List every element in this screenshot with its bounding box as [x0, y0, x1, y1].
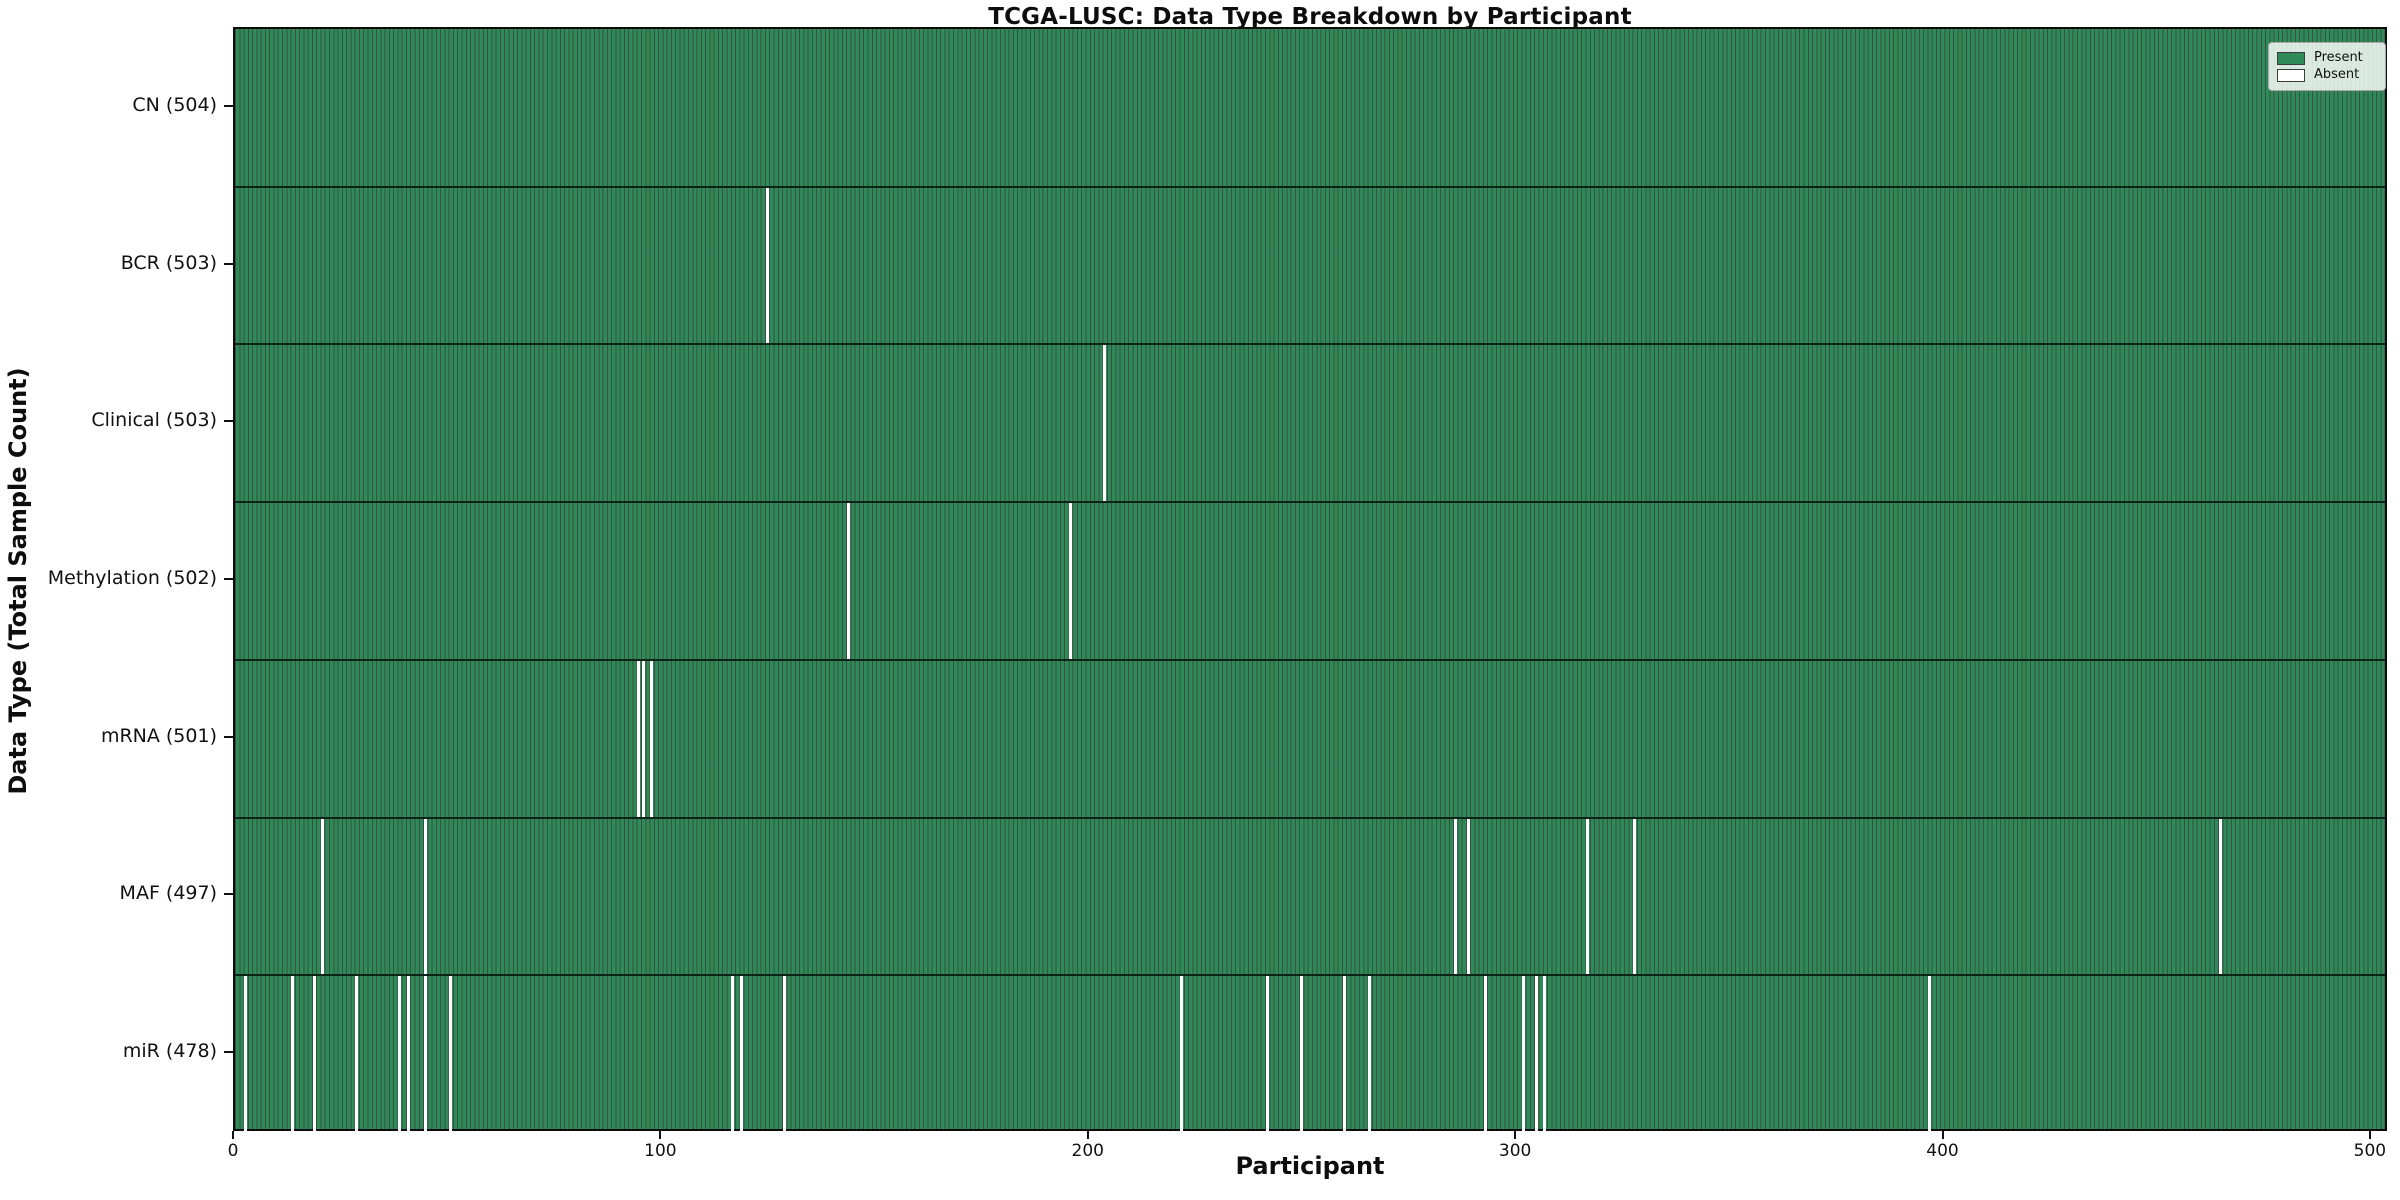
absent-gap-miR-221	[1180, 976, 1184, 1132]
x-tick	[1514, 1131, 1517, 1139]
row-separator	[235, 658, 2385, 661]
y-tick	[224, 893, 233, 896]
absent-gap-MAF-44	[423, 818, 427, 975]
x-tick	[2368, 1131, 2371, 1139]
row-separator	[235, 343, 2385, 346]
absent-gap-Clinical-203	[1103, 345, 1107, 502]
x-tick	[659, 1131, 662, 1139]
absent-gap-miR-118	[740, 976, 743, 1132]
absent-gap-Methylation-195	[1069, 503, 1073, 659]
y-tick	[224, 420, 233, 423]
y-tick-label-CN: CN (504)	[132, 93, 217, 116]
absent-gap-miR-128	[782, 976, 786, 1132]
absent-gap-miR-249	[1299, 976, 1303, 1132]
present-swatch-icon	[2277, 51, 2305, 65]
legend: Present Absent	[2268, 42, 2386, 91]
y-tick-label-Clinical: Clinical (503)	[91, 409, 217, 432]
absent-gap-mRNA-94	[637, 660, 641, 817]
absent-gap-MAF-285	[1453, 818, 1457, 975]
absent-gap-miR-265	[1368, 976, 1372, 1132]
y-tick-label-miR: miR (478)	[122, 1040, 217, 1063]
absent-gap-miR-44	[423, 976, 427, 1132]
x-tick	[232, 1131, 234, 1139]
x-tick-label-200: 200	[1071, 1141, 1104, 1161]
absent-gap-mRNA-97	[650, 660, 654, 817]
y-tick	[224, 1051, 233, 1054]
absent-gap-BCR-124	[765, 187, 769, 344]
absent-gap-miR-304	[1534, 976, 1538, 1132]
row-separator	[235, 974, 2385, 977]
absent-gap-miR-28	[355, 976, 359, 1132]
absent-gap-MAF-464	[2218, 818, 2222, 975]
legend-item-absent: Absent	[2277, 68, 2377, 82]
absent-gap-miR-40	[406, 976, 410, 1132]
y-tick	[224, 104, 233, 107]
x-tick-label-500: 500	[2353, 1141, 2387, 1161]
absent-gap-miR-116	[731, 976, 735, 1132]
x-tick-label-300: 300	[1498, 1141, 1532, 1161]
y-tick-label-MAF: MAF (497)	[119, 882, 217, 905]
absent-gap-miR-13	[291, 976, 295, 1132]
x-tick-label-0: 0	[227, 1141, 239, 1161]
y-tick-label-mRNA: mRNA (501)	[100, 724, 217, 747]
absent-gap-miR-292	[1483, 976, 1487, 1132]
absent-swatch-icon	[2277, 68, 2305, 82]
absent-gap-miR-306	[1543, 976, 1547, 1132]
absent-gap-miR-2	[244, 976, 248, 1132]
x-axis-label: Participant	[1235, 1152, 1385, 1180]
row-separator	[235, 816, 2385, 819]
absent-gap-miR-301	[1522, 976, 1526, 1132]
legend-item-present: Present	[2277, 51, 2377, 65]
plot-area	[233, 27, 2387, 1132]
absent-gap-Methylation-143	[846, 503, 850, 659]
absent-gap-miR-396	[1928, 976, 1932, 1132]
row-separator	[235, 185, 2385, 188]
y-tick	[224, 578, 233, 580]
x-tick-label-100: 100	[644, 1141, 677, 1161]
absent-gap-MAF-327	[1633, 818, 1637, 975]
y-tick	[224, 735, 233, 738]
row-separator	[235, 501, 2385, 504]
absent-gap-miR-241	[1265, 976, 1269, 1132]
absent-gap-mRNA-95	[641, 660, 645, 817]
y-tick-label-Methylation: Methylation (502)	[47, 567, 217, 589]
chart-title: TCGA-LUSC: Data Type Breakdown by Partic…	[988, 4, 1632, 30]
absent-gap-miR-18	[312, 976, 316, 1132]
legend-label-present: Present	[2314, 50, 2363, 65]
absent-gap-MAF-316	[1586, 818, 1590, 975]
absent-gap-MAF-20	[321, 818, 325, 975]
x-tick	[1086, 1131, 1089, 1139]
absent-gap-miR-50	[449, 976, 453, 1132]
legend-label-absent: Absent	[2314, 67, 2360, 82]
y-tick	[224, 262, 233, 265]
absent-gap-miR-38	[398, 976, 402, 1132]
absent-gap-MAF-288	[1466, 818, 1470, 975]
y-tick-label-BCR: BCR (503)	[120, 251, 217, 274]
x-tick	[1941, 1131, 1944, 1139]
absent-gap-miR-259	[1342, 976, 1346, 1132]
x-tick-label-400: 400	[1926, 1141, 1959, 1161]
